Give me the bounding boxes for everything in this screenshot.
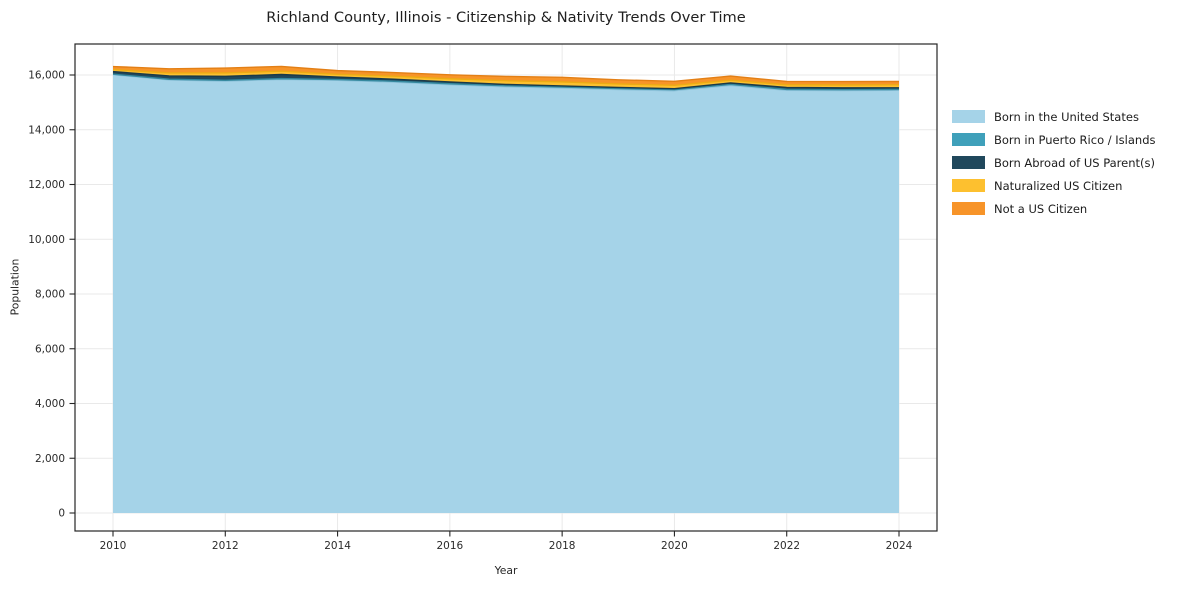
x-tick-label: 2010 [100,540,127,552]
y-tick-label: 12,000 [28,179,65,191]
legend-label-born-abroad: Born Abroad of US Parent(s) [994,155,1155,170]
y-tick-label: 6,000 [35,343,65,355]
legend-swatch-born-in-us [952,110,985,123]
legend-swatch-not-citizen [952,202,985,215]
y-axis-label: Population [8,258,22,316]
y-tick-label: 2,000 [35,453,65,465]
y-tick-label: 14,000 [28,124,65,136]
legend-item: Born in the United States [952,109,1156,124]
legend: Born in the United States Born in Puerto… [952,110,1156,225]
legend-item: Not a US Citizen [952,201,1156,216]
legend-label-naturalized: Naturalized US Citizen [994,178,1123,193]
y-tick-label: 8,000 [35,289,65,301]
y-tick-label: 10,000 [28,234,65,246]
y-tick-label: 4,000 [35,398,65,410]
legend-label-puerto-rico: Born in Puerto Rico / Islands [994,132,1156,147]
legend-swatch-naturalized [952,179,985,192]
legend-swatch-puerto-rico [952,133,985,146]
x-axis-label: Year [494,564,518,577]
x-tick-label: 2024 [886,540,913,552]
legend-swatch-born-abroad [952,156,985,169]
legend-item: Born in Puerto Rico / Islands [952,132,1156,147]
x-tick-label: 2016 [436,540,463,552]
y-tick-label: 16,000 [28,70,65,82]
x-tick-label: 2018 [549,540,576,552]
x-tick-label: 2012 [212,540,239,552]
chart-title: Richland County, Illinois - Citizenship … [266,9,746,26]
legend-item: Naturalized US Citizen [952,178,1156,193]
legend-item: Born Abroad of US Parent(s) [952,155,1156,170]
y-tick-label: 0 [58,508,65,520]
x-tick-label: 2020 [661,540,688,552]
legend-label-born-in-us: Born in the United States [994,109,1139,124]
legend-label-not-citizen: Not a US Citizen [994,201,1088,216]
x-tick-label: 2014 [324,540,351,552]
x-tick-label: 2022 [773,540,800,552]
